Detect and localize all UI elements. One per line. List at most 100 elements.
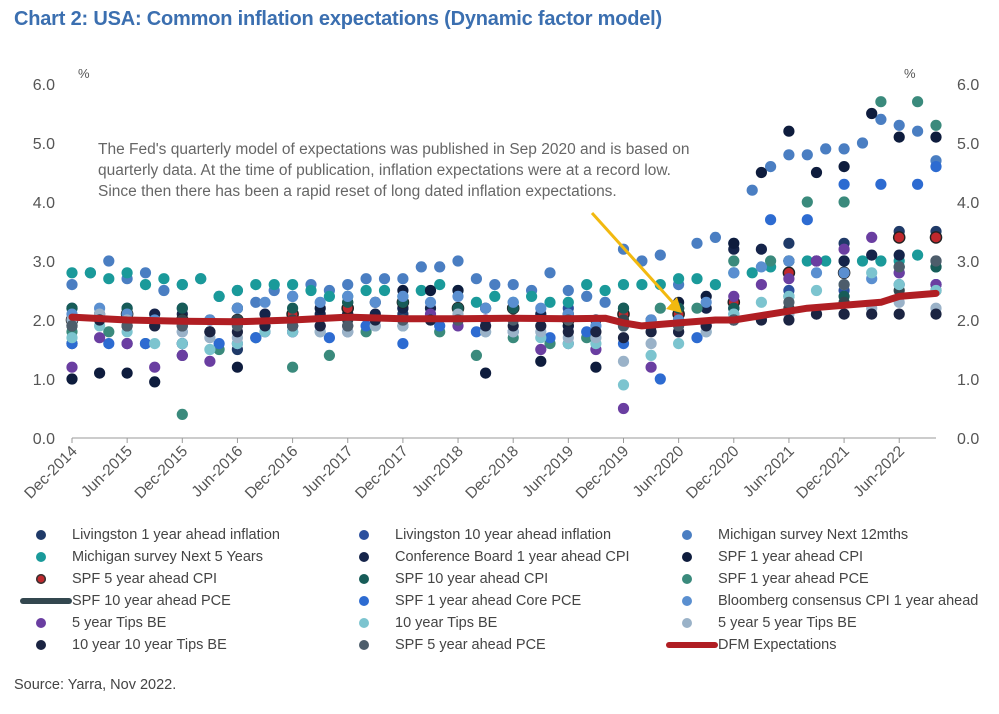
point-s10-10 xyxy=(434,320,446,332)
legend-label: SPF 1 year ahead CPI xyxy=(718,548,864,565)
point-s4-29 xyxy=(866,249,878,261)
y-tick-left-6: 6.0 xyxy=(33,77,55,94)
point-s3-40 xyxy=(801,255,813,267)
legend-key-icon xyxy=(343,638,395,652)
point-s11-13 xyxy=(424,296,437,308)
point-s5-19 xyxy=(590,361,602,373)
point-s15-30 xyxy=(893,308,905,320)
legend-label: Michigan survey Next 5 Years xyxy=(72,548,264,565)
point-s12-5 xyxy=(204,355,216,367)
point-s2-24 xyxy=(507,279,519,291)
point-s3-2 xyxy=(103,273,115,285)
point-s8-1 xyxy=(103,326,115,338)
point-s16-0 xyxy=(66,320,78,332)
point-s2-17 xyxy=(378,273,391,285)
point-s12-2 xyxy=(121,338,133,350)
legend-item: 10 year Tips BE xyxy=(343,613,666,632)
annotation-text: The Fed's quarterly model of expectation… xyxy=(98,141,689,200)
annotation-line-1: quarterly data. At the time of publicati… xyxy=(98,162,671,179)
point-s3-35 xyxy=(709,279,722,291)
legend-label: SPF 1 year ahead PCE xyxy=(718,570,869,587)
legend-key-icon xyxy=(20,638,72,652)
x-tick-label-14: Dec-2021 xyxy=(793,443,853,503)
point-s5-27 xyxy=(810,166,823,179)
point-s2-26 xyxy=(544,267,556,279)
point-s15-5 xyxy=(204,326,216,338)
point-s10-7 xyxy=(323,332,335,344)
point-s3-1 xyxy=(84,267,96,279)
x-tick-label-5: Jun-2017 xyxy=(299,443,357,501)
legend-key-icon xyxy=(666,572,718,586)
point-s8-3 xyxy=(176,408,188,420)
x-tick-label-10: Dec-2019 xyxy=(573,443,633,503)
point-s13-27 xyxy=(810,284,823,297)
point-s2-18 xyxy=(397,273,409,285)
legend-label: SPF 5 year ahead PCE xyxy=(395,636,546,653)
point-s3-19 xyxy=(415,284,427,297)
arrow-shaft xyxy=(590,211,678,308)
point-s15-18 xyxy=(562,326,574,338)
x-tick-label-7: Jun-2018 xyxy=(409,443,467,501)
point-s15-28 xyxy=(838,308,850,320)
point-s12-0 xyxy=(66,361,78,373)
point-s12-25 xyxy=(755,279,768,291)
point-s5-17 xyxy=(535,355,547,367)
point-s5-3 xyxy=(149,376,161,388)
point-s11-12 xyxy=(397,290,409,302)
legend-key-icon xyxy=(343,550,395,564)
point-s13-22 xyxy=(673,338,685,350)
point-s3-12 xyxy=(287,279,299,291)
point-s2-15 xyxy=(342,279,354,291)
point-s6-15 xyxy=(892,231,906,244)
point-s3-28 xyxy=(581,279,593,291)
point-s11-14 xyxy=(452,290,464,302)
point-s2-38 xyxy=(765,161,777,173)
point-s13-30 xyxy=(893,279,905,291)
annotation-line-2: Since then there has been a rapid reset … xyxy=(98,183,617,200)
point-s11-10 xyxy=(342,290,354,302)
legend-key-icon xyxy=(343,572,395,586)
point-s2-5 xyxy=(158,284,170,297)
legend-item: Michigan survey Next 12mths xyxy=(666,525,996,544)
legend-key-icon xyxy=(20,528,72,542)
point-s3-20 xyxy=(434,279,446,291)
point-s13-4 xyxy=(176,338,188,350)
annotation-line-0: The Fed's quarterly model of expectation… xyxy=(98,141,689,158)
point-s3-3 xyxy=(121,267,133,279)
point-s5-31 xyxy=(930,131,942,143)
point-s15-29 xyxy=(866,308,878,320)
point-s7-10 xyxy=(617,302,630,314)
point-s5-0 xyxy=(66,373,78,385)
legend-key-icon xyxy=(666,594,718,608)
point-s11-17 xyxy=(535,302,547,314)
point-s2-2 xyxy=(103,255,115,267)
legend-label: SPF 10 year ahead PCE xyxy=(72,592,231,609)
point-s10-4 xyxy=(213,338,225,350)
point-s8-6 xyxy=(287,361,299,373)
point-s8-18 xyxy=(728,255,740,267)
dfm-line-layer xyxy=(68,289,940,330)
point-s8-7 xyxy=(323,349,335,361)
point-s2-29 xyxy=(599,296,611,308)
point-s15-9 xyxy=(314,320,326,332)
point-s5-24 xyxy=(728,237,740,249)
point-s3-0 xyxy=(66,267,78,279)
point-s2-16 xyxy=(360,273,372,285)
point-s3-22 xyxy=(470,296,482,308)
point-s5-15 xyxy=(480,367,492,379)
legend-label: Livingston 10 year ahead inflation xyxy=(395,526,612,543)
x-tick-label-4: Dec-2016 xyxy=(242,443,302,503)
point-s12-1 xyxy=(94,332,106,344)
point-s3-43 xyxy=(856,255,869,267)
legend-key-icon xyxy=(343,616,395,630)
legend-key-icon xyxy=(343,594,395,608)
legend-item: Michigan survey Next 5 Years xyxy=(20,547,343,566)
annotation-arrow xyxy=(590,211,682,313)
chart-title: Chart 2: USA: Common inflation expectati… xyxy=(14,8,662,30)
y-unit-left: % xyxy=(78,66,90,81)
legend-item: Livingston 1 year ahead inflation xyxy=(20,525,343,544)
point-s8-19 xyxy=(765,255,777,267)
point-s13-0 xyxy=(66,332,78,344)
point-s4-30 xyxy=(893,249,905,261)
y-tick-right-5: 5.0 xyxy=(957,136,979,153)
